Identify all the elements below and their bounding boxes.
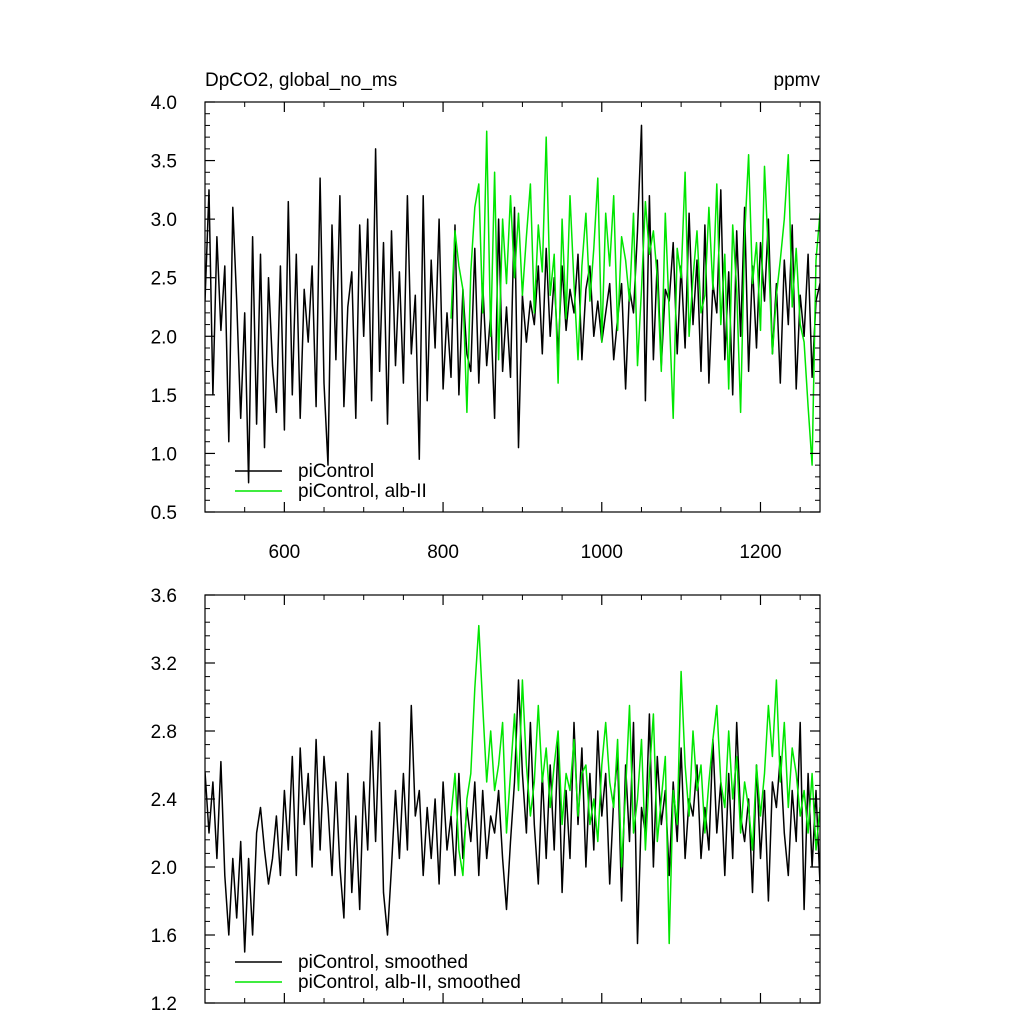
top-xtick-label: 800 bbox=[427, 542, 459, 563]
top-ytick-label: 2.0 bbox=[151, 327, 177, 348]
top-ytick-label: 0.5 bbox=[151, 503, 177, 524]
top-plot-frame bbox=[204, 101, 821, 513]
bottom-panel: 1.2 1.6 2.0 2.4 2.8 3.2 3.6 piControl, smoothe… bbox=[151, 586, 821, 1015]
bottom-ytick-label: 2.0 bbox=[151, 858, 177, 879]
top-ytick-label: 2.5 bbox=[151, 269, 177, 290]
bottom-ytick-label: 2.4 bbox=[151, 790, 178, 811]
top-panel-title-left: DpCO2, global_no_ms bbox=[205, 70, 397, 91]
bottom-series-picontrol-smoothed bbox=[205, 679, 820, 953]
bottom-ytick-label: 1.2 bbox=[151, 994, 177, 1015]
top-panel-axes: 0.5 1.0 1.5 2.0 2.5 3.0 3.5 4.0 600 800 1000 1200 bbox=[151, 93, 821, 563]
top-xtick-label: 1000 bbox=[581, 542, 623, 563]
top-ytick-label: 3.5 bbox=[151, 152, 177, 173]
legend-label-picontrol-alb-ii-smoothed: piControl, alb-II, smoothed bbox=[298, 972, 521, 993]
legend-label-picontrol-smoothed: piControl, smoothed bbox=[298, 952, 468, 973]
top-panel: DpCO2, global_no_ms ppmv 0.5 1.0 1.5 2.0 2.5… bbox=[151, 70, 821, 563]
top-ytick-label: 1.0 bbox=[151, 444, 177, 465]
top-panel-legend: piControl piControl, alb-II bbox=[235, 461, 427, 502]
bottom-series-picontrol-alb-ii-smoothed bbox=[450, 624, 820, 945]
legend-label-picontrol: piControl bbox=[298, 461, 374, 482]
top-xtick-label: 1200 bbox=[739, 542, 781, 563]
bottom-panel-series bbox=[205, 624, 820, 953]
top-panel-title-right: ppmv bbox=[774, 70, 821, 91]
bottom-panel-legend: piControl, smoothed piControl, alb-II, s… bbox=[235, 952, 521, 993]
bottom-ytick-label: 1.6 bbox=[151, 926, 177, 947]
top-series-picontrol-alb-ii bbox=[450, 130, 820, 466]
bottom-ytick-label: 2.8 bbox=[151, 722, 177, 743]
top-ytick-label: 1.5 bbox=[151, 386, 177, 407]
bottom-ytick-label: 3.2 bbox=[151, 654, 177, 675]
legend-label-picontrol-alb-ii: piControl, alb-II bbox=[298, 481, 427, 502]
top-series-picontrol bbox=[205, 124, 820, 484]
top-ytick-label: 4.0 bbox=[151, 93, 177, 114]
top-xtick-label: 600 bbox=[269, 542, 301, 563]
top-panel-series bbox=[205, 124, 820, 484]
bottom-ytick-label: 3.6 bbox=[151, 586, 177, 607]
top-ytick-label: 3.0 bbox=[151, 210, 177, 231]
bottom-panel-axes: 1.2 1.6 2.0 2.4 2.8 3.2 3.6 bbox=[151, 586, 821, 1015]
